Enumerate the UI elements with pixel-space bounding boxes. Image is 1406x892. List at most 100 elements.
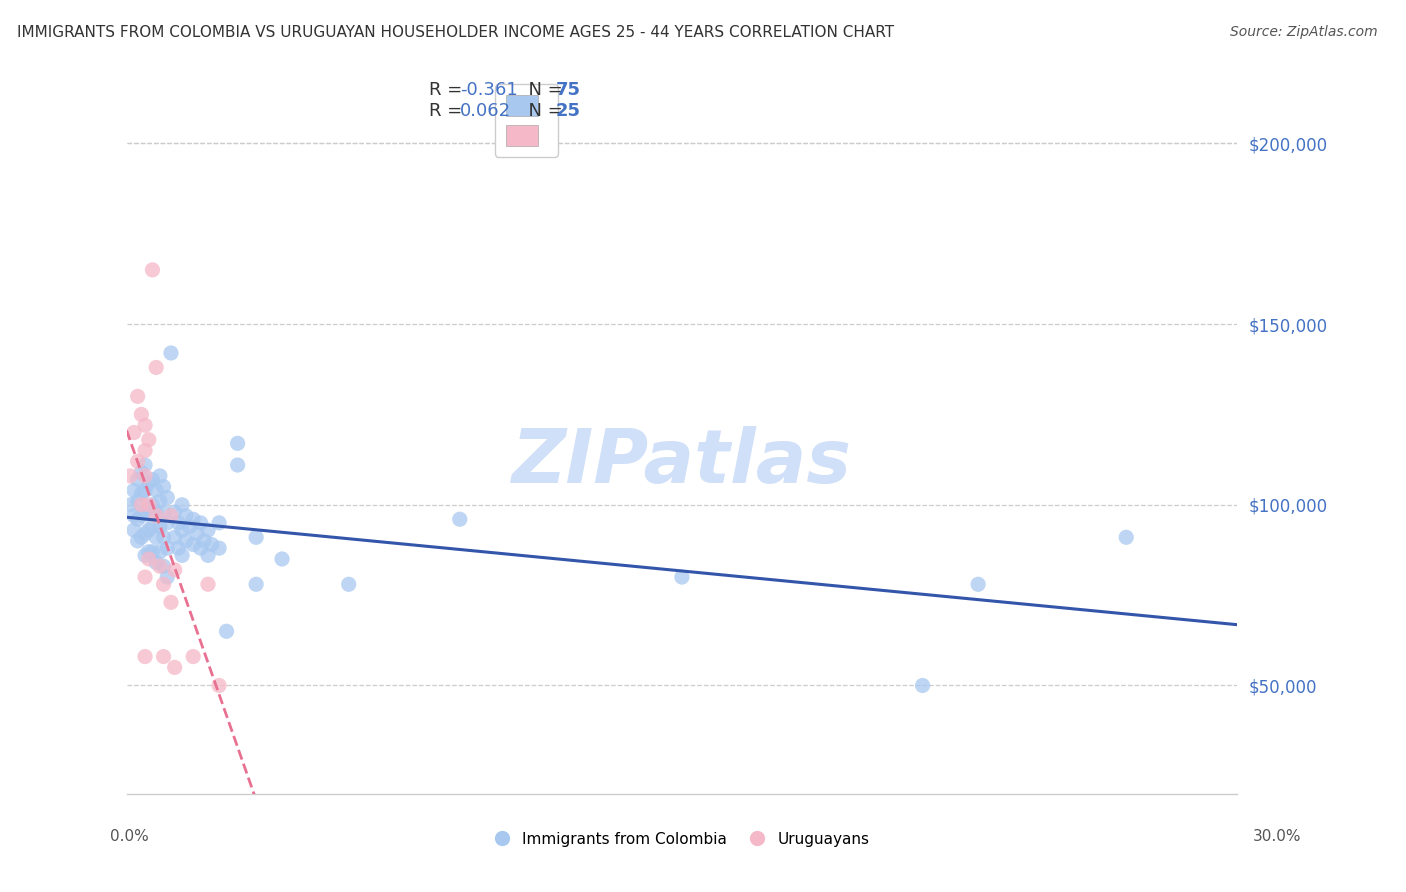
Point	[226, 458, 249, 472]
Point	[145, 530, 167, 544]
Legend: Immigrants from Colombia, Uruguayans: Immigrants from Colombia, Uruguayans	[488, 826, 876, 853]
Point	[190, 541, 212, 556]
Point	[134, 443, 156, 458]
Point	[167, 516, 190, 530]
Point	[201, 537, 224, 551]
Point	[141, 545, 163, 559]
Text: 0.0%: 0.0%	[110, 830, 149, 844]
Point	[152, 480, 174, 494]
Point	[208, 541, 231, 556]
Text: 30.0%: 30.0%	[1253, 830, 1301, 844]
Point	[967, 577, 990, 591]
Point	[197, 549, 219, 563]
Point	[131, 465, 153, 479]
Point	[134, 468, 156, 483]
Text: -0.361: -0.361	[460, 81, 517, 99]
Text: 75: 75	[555, 81, 581, 99]
Point	[152, 577, 174, 591]
Point	[226, 436, 249, 450]
Text: N =: N =	[517, 81, 569, 99]
Point	[145, 505, 167, 519]
Point	[145, 483, 167, 498]
Text: ZIPatlas: ZIPatlas	[512, 426, 852, 500]
Point	[156, 491, 179, 505]
Point	[174, 533, 197, 548]
Point	[138, 476, 160, 491]
Text: N =: N =	[517, 103, 569, 120]
Point	[127, 512, 149, 526]
Point	[138, 433, 160, 447]
Point	[122, 523, 145, 537]
Point	[141, 498, 163, 512]
Point	[127, 494, 149, 508]
Point	[141, 263, 163, 277]
Point	[215, 624, 238, 639]
Point	[134, 505, 156, 519]
Point	[208, 516, 231, 530]
Point	[122, 425, 145, 440]
Point	[1115, 530, 1137, 544]
Point	[181, 649, 204, 664]
Point	[245, 530, 267, 544]
Point	[131, 508, 153, 523]
Point	[122, 483, 145, 498]
Point	[138, 552, 160, 566]
Point	[271, 552, 294, 566]
Point	[138, 501, 160, 516]
Point	[163, 563, 186, 577]
Point	[134, 649, 156, 664]
Point	[134, 526, 156, 541]
Point	[179, 519, 201, 533]
Point	[134, 483, 156, 498]
Point	[149, 494, 172, 508]
Point	[163, 505, 186, 519]
Point	[134, 549, 156, 563]
Point	[245, 577, 267, 591]
Point	[122, 508, 145, 523]
Point	[163, 530, 186, 544]
Point	[152, 649, 174, 664]
Point	[149, 559, 172, 574]
Point	[911, 678, 934, 692]
Point	[160, 595, 183, 609]
Point	[131, 530, 153, 544]
Point	[181, 537, 204, 551]
Text: 25: 25	[555, 103, 581, 120]
Point	[190, 516, 212, 530]
Point	[172, 523, 194, 537]
Text: R =: R =	[429, 103, 468, 120]
Point	[149, 545, 172, 559]
Point	[156, 570, 179, 584]
Point	[197, 577, 219, 591]
Point	[127, 473, 149, 487]
Text: Source: ZipAtlas.com: Source: ZipAtlas.com	[1230, 25, 1378, 39]
Point	[174, 508, 197, 523]
Point	[134, 570, 156, 584]
Point	[138, 545, 160, 559]
Point	[131, 498, 153, 512]
Point	[134, 418, 156, 433]
Point	[141, 473, 163, 487]
Point	[145, 360, 167, 375]
Point	[138, 498, 160, 512]
Point	[186, 526, 208, 541]
Point	[131, 408, 153, 422]
Point	[208, 678, 231, 692]
Point	[181, 512, 204, 526]
Point	[145, 556, 167, 570]
Point	[149, 519, 172, 533]
Text: R =: R =	[429, 81, 468, 99]
Point	[152, 505, 174, 519]
Point	[193, 533, 215, 548]
Point	[145, 508, 167, 523]
Point	[152, 559, 174, 574]
Point	[149, 468, 172, 483]
Point	[163, 660, 186, 674]
Point	[127, 454, 149, 468]
Point	[172, 498, 194, 512]
Point	[141, 519, 163, 533]
Point	[449, 512, 471, 526]
Point	[138, 523, 160, 537]
Point	[671, 570, 693, 584]
Text: IMMIGRANTS FROM COLOMBIA VS URUGUAYAN HOUSEHOLDER INCOME AGES 25 - 44 YEARS CORR: IMMIGRANTS FROM COLOMBIA VS URUGUAYAN HO…	[17, 25, 894, 40]
